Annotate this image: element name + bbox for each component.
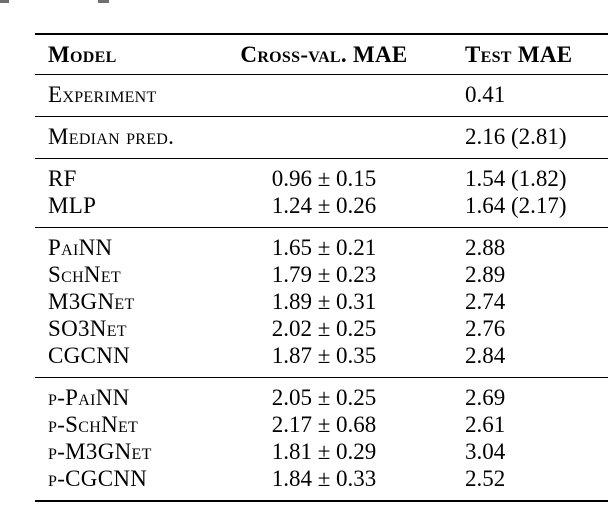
table-row: Median pred. 2.16 (2.81) xyxy=(35,117,608,159)
table-row: RF 0.96 ± 0.15 1.54 (1.82) xyxy=(35,159,608,193)
crossval-mae-cell: 1.84 ± 0.33 xyxy=(271,466,377,491)
table-row-group: Experiment 0.41 xyxy=(35,74,608,117)
test-mae-cell: 2.16 (2.81) xyxy=(465,124,567,149)
column-header-crossval-mae: Cross-val. MAE xyxy=(240,42,408,67)
table-row: p-PaiNN 2.05 ± 0.25 2.69 xyxy=(35,378,608,412)
results-table: Model Cross-val. MAE Test MAE Experiment… xyxy=(35,33,608,502)
header-row: Model Cross-val. MAE Test MAE xyxy=(35,34,608,75)
table-row: CGCNN 1.87 ± 0.35 2.84 xyxy=(35,342,608,378)
model-name-cell: CGCNN xyxy=(48,343,131,368)
table-row: SO3Net 2.02 ± 0.25 2.76 xyxy=(35,315,608,342)
test-mae-cell: 1.64 (2.17) xyxy=(465,193,567,218)
model-name-cell: MLP xyxy=(48,193,97,218)
column-header-test-mae: Test MAE xyxy=(465,42,573,67)
test-mae-cell: 2.61 xyxy=(465,412,506,437)
model-name-cell: Experiment xyxy=(48,82,157,107)
crossval-mae-cell: 1.89 ± 0.31 xyxy=(271,289,377,314)
table-row-group: p-PaiNN 2.05 ± 0.25 2.69 p-SchNet 2.17 ± 0.6… xyxy=(35,377,608,502)
table-row: M3GNet 1.89 ± 0.31 2.74 xyxy=(35,288,608,315)
table-row-group: RF 0.96 ± 0.15 1.54 (1.82) MLP 1.24 ± 0.26 1.… xyxy=(35,158,608,228)
table-row: SchNet 1.79 ± 0.23 2.89 xyxy=(35,261,608,288)
table-row-group: Median pred. 2.16 (2.81) xyxy=(35,116,608,159)
test-mae-cell: 1.54 (1.82) xyxy=(465,166,567,191)
crossval-mae-cell: 2.02 ± 0.25 xyxy=(271,316,377,341)
model-name-cell: RF xyxy=(48,166,77,191)
table-row: p-SchNet 2.17 ± 0.68 2.61 xyxy=(35,411,608,438)
model-name-cell: p-M3GNet xyxy=(48,439,152,464)
crossval-mae-cell: 1.81 ± 0.29 xyxy=(271,439,377,464)
test-mae-cell: 2.89 xyxy=(465,262,506,287)
cropped-caption-fragment xyxy=(0,0,9,3)
test-mae-cell: 2.84 xyxy=(465,343,506,368)
crossval-mae-cell: 2.05 ± 0.25 xyxy=(271,385,377,410)
crossval-mae-cell: 1.24 ± 0.26 xyxy=(271,193,377,218)
model-name-cell: M3GNet xyxy=(48,289,135,314)
table-row-group: PaiNN 1.65 ± 0.21 2.88 SchNet 1.79 ± 0.23 2.8… xyxy=(35,227,608,378)
table-row: p-CGCNN 1.84 ± 0.33 2.52 xyxy=(35,465,608,501)
table-row: PaiNN 1.65 ± 0.21 2.88 xyxy=(35,228,608,262)
test-mae-cell: 2.76 xyxy=(465,316,506,341)
table-row: p-M3GNet 1.81 ± 0.29 3.04 xyxy=(35,438,608,465)
crossval-mae-cell xyxy=(213,75,435,117)
crossval-mae-cell: 1.87 ± 0.35 xyxy=(271,343,377,368)
cropped-caption-fragment xyxy=(98,0,109,3)
test-mae-cell: 2.74 xyxy=(465,289,506,314)
crossval-mae-cell: 1.79 ± 0.23 xyxy=(271,262,377,287)
model-name-cell: p-CGCNN xyxy=(48,466,148,491)
crossval-mae-cell: 0.96 ± 0.15 xyxy=(271,166,377,191)
model-name-cell: SchNet xyxy=(48,262,121,287)
crossval-mae-cell xyxy=(213,117,435,159)
model-name-cell: p-SchNet xyxy=(48,412,139,437)
crossval-mae-cell: 1.65 ± 0.21 xyxy=(271,235,377,260)
crossval-mae-cell: 2.17 ± 0.68 xyxy=(271,412,377,437)
test-mae-cell: 2.69 xyxy=(465,385,506,410)
test-mae-cell: 3.04 xyxy=(465,439,506,464)
table-row: Experiment 0.41 xyxy=(35,75,608,117)
model-name-cell: SO3Net xyxy=(48,316,127,341)
test-mae-cell: 2.52 xyxy=(465,466,506,491)
table-row: MLP 1.24 ± 0.26 1.64 (2.17) xyxy=(35,192,608,228)
model-name-cell: p-PaiNN xyxy=(48,385,130,410)
column-header-model: Model xyxy=(48,42,117,67)
test-mae-cell: 0.41 xyxy=(465,82,506,107)
test-mae-cell: 2.88 xyxy=(465,235,506,260)
model-name-cell: PaiNN xyxy=(48,235,113,260)
table-header: Model Cross-val. MAE Test MAE xyxy=(35,34,608,75)
model-name-cell: Median pred. xyxy=(48,124,175,149)
